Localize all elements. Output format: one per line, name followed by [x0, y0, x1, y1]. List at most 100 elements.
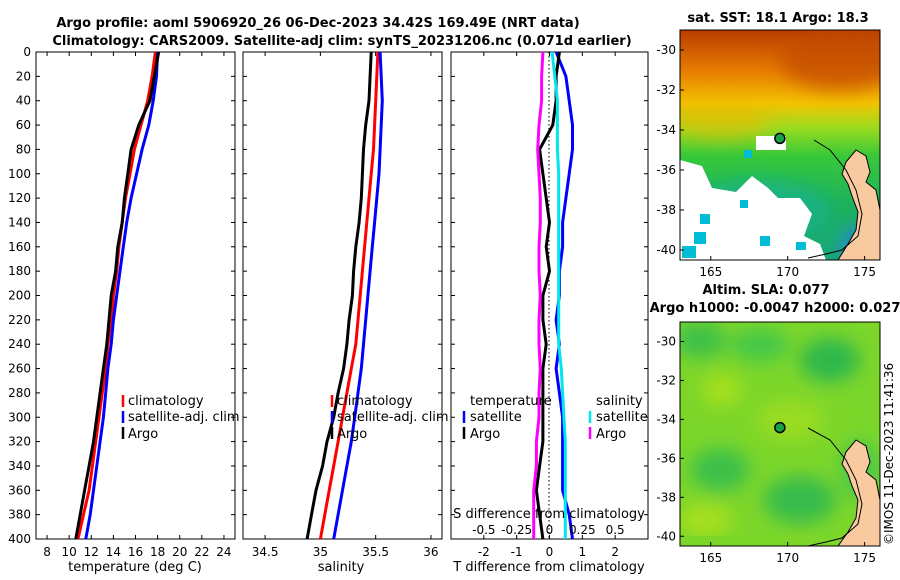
x-tick-label: 10: [62, 545, 77, 559]
map-x-tick-label: 175: [853, 265, 876, 279]
depth-tick-label: 120: [8, 191, 31, 205]
x-tick-label: 36: [423, 545, 438, 559]
depth-tick-label: 20: [16, 69, 31, 83]
x-tick-label: 2: [611, 545, 619, 559]
series-line-climatology: [318, 51, 380, 540]
sst-land-new-zealand: [837, 149, 880, 260]
sla-map-frame: [679, 321, 881, 547]
depth-tick-label: 180: [8, 264, 31, 278]
depth-tick-label: 260: [8, 362, 31, 376]
temperature-x-axis: 8 10 12 14 16 18 20 22 24: [43, 52, 232, 559]
depth-tick-label: 380: [8, 508, 31, 522]
series-line-satellite-adj-clim: [332, 51, 384, 540]
map-y-tick-label: -40: [656, 243, 676, 257]
depth-tick-label: 240: [8, 337, 31, 351]
x-tick-label: 35.5: [362, 545, 389, 559]
map-x-tick-label: 175: [853, 551, 876, 565]
map-y-tick-label: -32: [656, 83, 676, 97]
sst-argo-position-marker: [774, 132, 786, 145]
difference-legend-temperature: temperature satellite Argo: [462, 394, 552, 442]
depth-tick-label: 100: [8, 167, 31, 181]
legend-title-temperature: temperature: [470, 394, 552, 409]
map-y-tick-label: -36: [656, 163, 676, 177]
sla-isobath: [807, 427, 863, 546]
depth-tick-label: 0: [23, 45, 31, 59]
legend-label-climatology: climatology: [128, 394, 204, 409]
figure-title-line1: Argo profile: aoml 5906920_26 06-Dec-202…: [56, 16, 579, 31]
salinity-plot-frame: [242, 51, 443, 540]
x-tick-label: 35: [313, 545, 328, 559]
depth-tick-label: 320: [8, 435, 31, 449]
series-line-satellite-adj-clim: [84, 51, 160, 540]
difference-x-axis: -2 -1 0 1 2: [478, 52, 619, 559]
s-diff-tick-label: 0.25: [569, 523, 596, 537]
legend-label-t-satellite: satellite: [470, 410, 522, 425]
salinity-x-label: salinity: [318, 560, 365, 575]
x-tick-label: -1: [511, 545, 523, 559]
sst-map: sat. SST: 18.1 Argo: 18.3: [656, 11, 881, 279]
sla-map: Altim. SLA: 0.077 Argo h1000: -0.0047 h2…: [650, 283, 900, 565]
map-y-tick-label: -30: [656, 334, 676, 348]
difference-panel: -2 -1 0 1 2 T difference from climatology S …: [450, 51, 649, 575]
map-y-tick-label: -32: [656, 373, 676, 387]
s-diff-tick-label: 0.5: [606, 523, 625, 537]
depth-tick-label: 80: [16, 142, 31, 156]
depth-tick-label: 400: [8, 532, 31, 546]
depth-tick-label: 340: [8, 459, 31, 473]
depth-tick-label: 160: [8, 240, 31, 254]
x-tick-label: 1: [579, 545, 587, 559]
depth-tick-label: 300: [8, 410, 31, 424]
s-diff-tick-label: -0.25: [501, 523, 532, 537]
x-tick-label: 20: [172, 545, 187, 559]
legend-label-argo: Argo: [337, 427, 367, 442]
map-y-tick-label: -34: [656, 412, 676, 426]
temperature-legend: climatology satellite-adj. clim Argo: [121, 394, 240, 442]
depth-axis: 0 20 40 60 80 100 120 140 160 180 200 220 240 260 280 3…: [8, 45, 235, 546]
t-difference-x-label: T difference from climatology: [452, 560, 645, 575]
series-line-t-argo: [534, 51, 561, 540]
depth-tick-label: 60: [16, 118, 31, 132]
sla-map-title-2: Argo h1000: -0.0047 h2000: 0.027: [650, 301, 900, 316]
depth-tick-label: 140: [8, 215, 31, 229]
sla-map-title-1: Altim. SLA: 0.077: [703, 283, 830, 298]
x-tick-label: -2: [478, 545, 490, 559]
legend-label-satellite: satellite-adj. clim: [128, 410, 240, 425]
sst-map-axes: 165 170 175 -30 -32 -34 -36 -38 -40: [656, 43, 876, 279]
map-x-tick-label: 165: [699, 551, 722, 565]
map-x-tick-label: 165: [699, 265, 722, 279]
x-tick-label: 14: [106, 545, 121, 559]
legend-title-salinity: salinity: [596, 394, 643, 409]
legend-label-s-satellite: satellite: [596, 410, 648, 425]
map-y-tick-label: -38: [656, 203, 676, 217]
map-x-tick-label: 170: [776, 551, 799, 565]
x-tick-label: 24: [216, 545, 231, 559]
x-tick-label: 12: [84, 545, 99, 559]
map-y-tick-label: -38: [656, 490, 676, 504]
sla-map-axes: 165 170 175 -30 -32 -34 -36 -38 -40: [656, 334, 876, 565]
map-y-tick-label: -30: [656, 43, 676, 57]
figure-title-line2: Climatology: CARS2009. Satellite-adj cli…: [52, 34, 631, 49]
series-line-s-satellite: [550, 51, 567, 539]
s-diff-tick-label: 0: [546, 523, 554, 537]
legend-label-climatology: climatology: [337, 394, 413, 409]
depth-tick-label: 40: [16, 94, 31, 108]
salinity-x-axis: 34.5 35 35.5 36: [252, 52, 439, 559]
series-line-argo: [305, 51, 373, 540]
legend-label-argo: Argo: [128, 427, 158, 442]
sla-argo-position-marker: [774, 421, 786, 434]
salinity-legend: climatology satellite-adj. clim Argo: [330, 394, 449, 442]
depth-tick-label: 360: [8, 483, 31, 497]
sst-map-field: [680, 30, 880, 260]
difference-series: [532, 51, 574, 540]
difference-depth-ticks: [451, 51, 648, 540]
x-tick-label: 0: [546, 545, 554, 559]
legend-label-s-argo: Argo: [596, 427, 626, 442]
x-tick-label: 16: [128, 545, 143, 559]
temperature-x-label: temperature (deg C): [68, 560, 202, 575]
s-difference-label: S difference from climatology: [453, 507, 645, 522]
salinity-series: [305, 51, 384, 540]
sst-isobath: [807, 139, 863, 259]
legend-label-t-argo: Argo: [470, 427, 500, 442]
series-line-argo: [74, 51, 161, 540]
